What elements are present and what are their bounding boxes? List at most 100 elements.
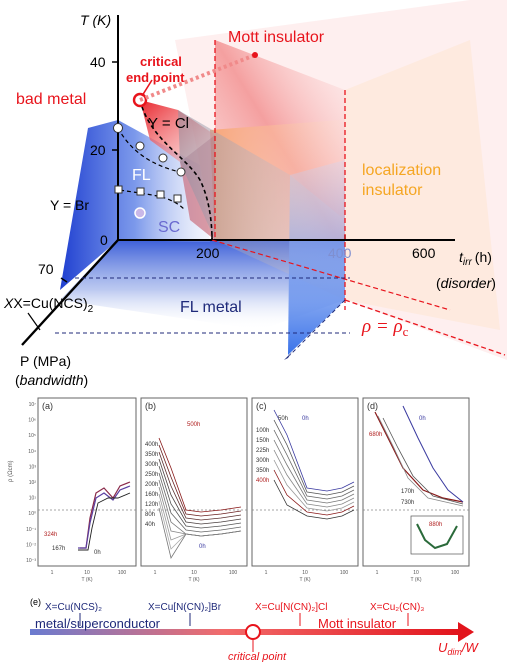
fl-metal-label: FL metal (180, 299, 242, 316)
curve-0h-a (78, 492, 131, 551)
curve-c-2 (273, 429, 355, 500)
curve-b-1 (158, 444, 242, 517)
label-0h-c: 0h (302, 416, 309, 422)
panel-x-tick: 10 (84, 570, 90, 576)
metal-sheet (60, 120, 210, 290)
cl-point-3 (158, 153, 168, 163)
label-c-2: 150h (256, 438, 269, 444)
label-c-5: 350h (256, 468, 269, 474)
curve-c-6 (273, 469, 355, 516)
label-167h: 167h (52, 546, 65, 552)
critical-point-marker (245, 624, 261, 640)
panel-tag: (b) (145, 401, 156, 411)
panel-x-label: T (K) (81, 577, 92, 583)
label-c-3: 225h (256, 448, 269, 454)
panel-y-label: ρ (Ωcm) (8, 460, 14, 482)
material-cn3: X=Cu₂(CN)₃ (370, 602, 424, 613)
label-b-3: 300h (145, 462, 158, 468)
panel-x-tick: 1 (376, 570, 379, 576)
p-tick-70: 70 (38, 261, 54, 277)
localization-backdrop (345, 40, 500, 330)
panel-y-tick: 10⁰ (28, 511, 36, 517)
panel-y-tick: 10² (29, 480, 37, 486)
br-point-3 (156, 190, 165, 199)
label-880h: 880h (429, 522, 442, 528)
label-c-6: 400h (256, 478, 269, 484)
x-tick-200: 200 (196, 245, 220, 261)
label-50h: 50h (278, 416, 288, 422)
x-tick-600: 600 (412, 245, 436, 261)
rho-c-curtain (288, 160, 345, 355)
label-b-1: 400h (145, 442, 158, 448)
label-b-6: 160h (145, 492, 158, 498)
curve-b-4 (158, 465, 242, 529)
label-b-9: 40h (145, 522, 155, 528)
label-0h-a: 0h (94, 550, 101, 556)
panel-y-tick: 10⁶ (28, 418, 36, 424)
curtain-edge (289, 299, 346, 356)
mott-insulator-label: Mott insulator (228, 29, 325, 46)
material-br: X=Cu[N(CN)₂]Br (148, 602, 222, 613)
label-c-4: 300h (256, 458, 269, 464)
curve-b-3 (158, 458, 242, 525)
curve-880h (416, 523, 458, 550)
critical-label-1: critical (140, 54, 182, 69)
label-730h: 730h (401, 500, 414, 506)
label-b-7: 120h (145, 502, 158, 508)
panel-y-tick: 10⁵ (28, 433, 36, 439)
panel-y-tick: 10⁻¹ (26, 527, 36, 533)
cl-point-1 (113, 123, 123, 133)
tick-70 (60, 277, 68, 283)
fl-label: FL (132, 167, 151, 184)
sc-label: SC (158, 219, 180, 236)
panel-x-tick: 1 (154, 570, 157, 576)
panel-tag: (a) (42, 401, 53, 411)
panel-x-tick: 100 (340, 570, 349, 576)
x-ncs-label: XX=Cu(NCS)2 (3, 295, 94, 315)
label-680h: 680h (369, 432, 382, 438)
y-cl-label: Y = Cl (148, 115, 189, 132)
panel-y-tick: 10³ (29, 464, 37, 470)
localization-label-1: localization (362, 162, 441, 179)
panel-tag: (c) (256, 401, 267, 411)
curve-680h (374, 411, 464, 503)
y-br-label: Y = Br (50, 197, 89, 213)
x-ncs-pointer (27, 312, 41, 331)
br-point-1 (114, 185, 123, 194)
tirr-label: tirr (h) (459, 249, 492, 268)
ud-scale: (e) X=Cu(NCS)₂ X=Cu[N(CN)₂]Br X=Cu[N(CN)… (30, 597, 480, 662)
panel-frame (140, 397, 248, 567)
label-0h-d: 0h (419, 416, 426, 422)
curve-0h-d (402, 405, 464, 503)
material-ncs: X=Cu(NCS)₂ (45, 602, 102, 613)
label-170h: 170h (401, 489, 414, 495)
curve-c-1 (273, 419, 355, 496)
cl-line (117, 127, 181, 173)
disorder-label: (disorder) (436, 275, 496, 291)
panel-y-tick: 10⁻² (26, 542, 36, 548)
panel-x-tick: 10 (191, 570, 197, 576)
cl-point-2 (135, 141, 145, 151)
br-point-4 (173, 194, 182, 203)
panel-x-tick: 100 (451, 570, 460, 576)
label-c-1: 100h (256, 428, 269, 434)
panel-e-tag: (e) (30, 597, 41, 607)
label-b-4: 250h (145, 472, 158, 478)
panel-y-tick: 10⁻³ (26, 558, 36, 564)
curve-167h (78, 485, 131, 549)
panel-x-tick: 100 (118, 570, 127, 576)
panel-x-label: T (K) (188, 577, 199, 583)
localization-label-2: insulator (362, 182, 423, 199)
label-b-2: 350h (145, 452, 158, 458)
panel-x-tick: 1 (265, 570, 268, 576)
critical-label-2: end point (126, 70, 185, 85)
label-500h: 500h (187, 422, 200, 428)
ud-arrow-head (458, 622, 474, 642)
br-point-2 (136, 187, 145, 196)
curve-170h (382, 417, 464, 505)
curve-b-10 (158, 507, 242, 560)
label-324h: 324h (44, 532, 57, 538)
bandwidth-label: (bandwidth) (15, 372, 88, 388)
y-tick-20: 20 (90, 142, 106, 158)
